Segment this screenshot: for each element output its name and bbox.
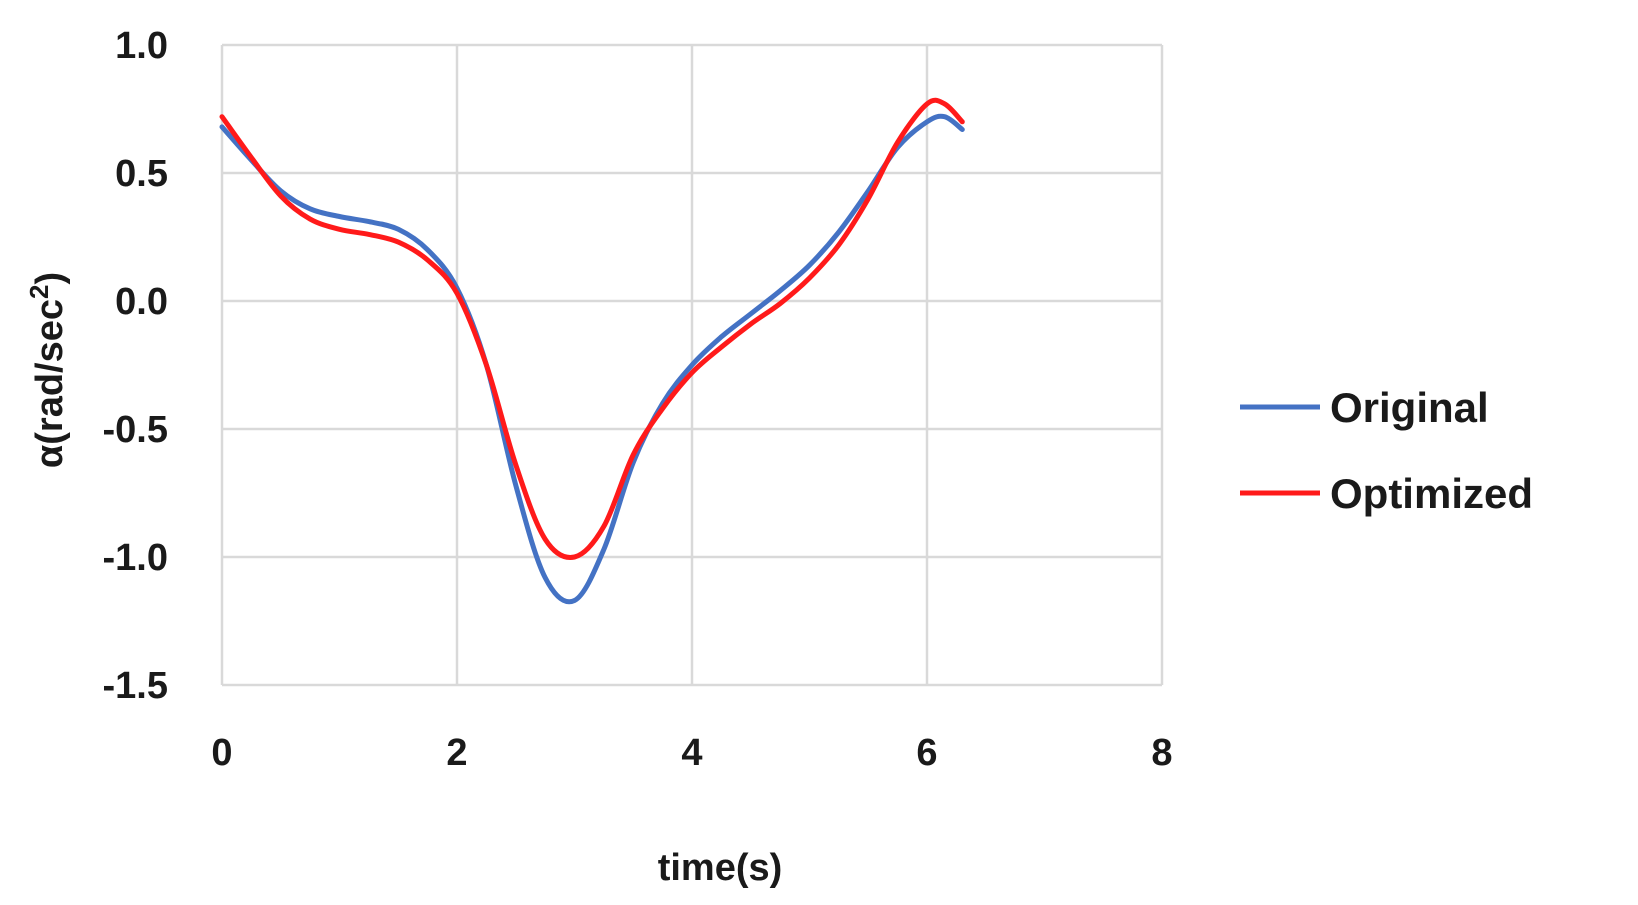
legend: Original Optimized: [1240, 384, 1533, 517]
tick-labels: 0 2 4 6 8 1.0 0.5 0.0 -0.5 -1.0 -1.5: [103, 25, 1173, 774]
y-tick-label: -1.5: [103, 665, 168, 707]
x-tick-label: 8: [1151, 732, 1172, 774]
y-axis-title-close: ): [29, 272, 71, 285]
y-tick-label: -0.5: [103, 409, 168, 451]
axis-titles: time(s) α(rad/sec2): [24, 272, 782, 889]
series-lines: [219, 97, 965, 605]
x-tick-label: 0: [211, 732, 232, 774]
x-tick-label: 4: [681, 732, 702, 774]
x-axis-title: time(s): [658, 847, 783, 889]
x-tick-label: 6: [916, 732, 937, 774]
legend-label-original: Original: [1330, 384, 1489, 431]
y-tick-label: 0.0: [115, 281, 168, 323]
y-tick-label: -1.0: [103, 537, 168, 579]
legend-label-optimized: Optimized: [1330, 470, 1533, 517]
y-axis-title-main: α(rad/sec: [29, 299, 71, 468]
y-axis-title: α(rad/sec2): [24, 272, 71, 468]
series-line-optimized: [219, 97, 965, 560]
x-tick-label: 2: [446, 732, 467, 774]
y-axis-title-superscript: 2: [24, 285, 54, 299]
y-tick-label: 0.5: [115, 153, 168, 195]
y-tick-label: 1.0: [115, 25, 168, 67]
series-line-original: [219, 113, 965, 605]
grid: [220, 43, 1164, 687]
